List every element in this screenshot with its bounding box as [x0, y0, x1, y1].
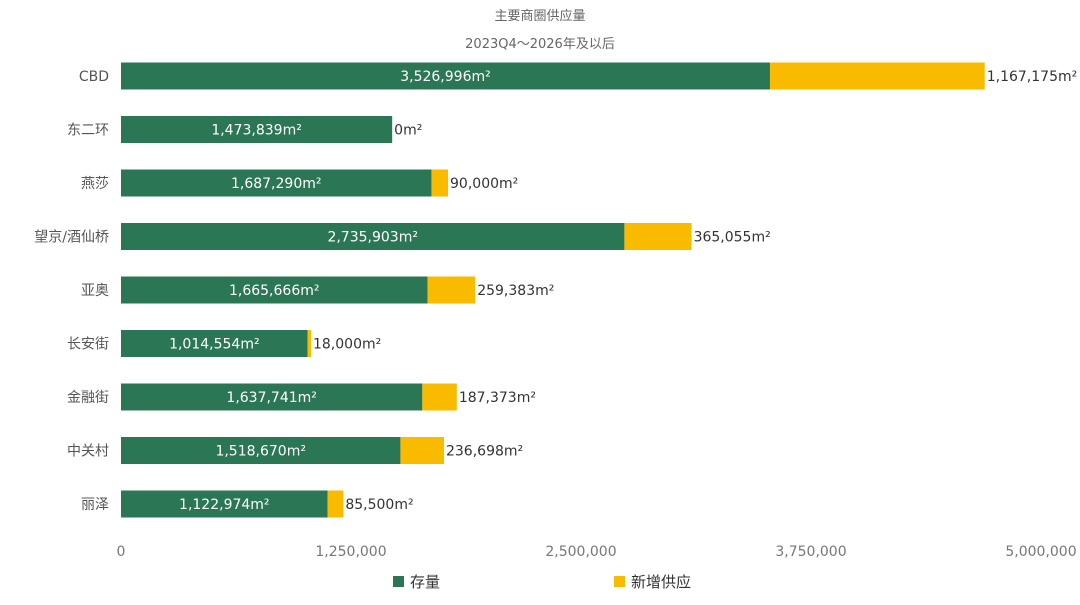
category-label: 燕莎	[81, 176, 109, 192]
legend-swatch-new-supply	[614, 576, 625, 587]
x-tick-label: 3,750,000	[775, 544, 846, 560]
bar-stock	[121, 116, 393, 143]
data-label-stock: 1,637,741m²	[226, 390, 317, 406]
data-label-stock: 1,518,670m²	[215, 444, 306, 460]
legend-swatch-stock	[393, 576, 404, 587]
bar-new-supply	[431, 169, 449, 197]
data-label-new-supply: 365,055m²	[694, 230, 771, 246]
data-label-new-supply: 187,373m²	[459, 390, 536, 406]
data-label-stock: 1,687,290m²	[231, 176, 322, 192]
category-label: 东二环	[67, 123, 109, 139]
data-label-stock: 2,735,903m²	[327, 230, 418, 246]
chart-subtitle: 2023Q4～2026年及以后	[465, 37, 615, 52]
bar-new-supply	[427, 276, 476, 304]
category-label: 金融街	[67, 390, 109, 406]
data-label-stock: 3,526,996m²	[400, 69, 491, 85]
bar-stock	[121, 169, 432, 197]
bar-new-supply	[769, 62, 985, 90]
data-label-new-supply: 85,500m²	[345, 497, 413, 513]
bar-new-supply	[422, 383, 457, 411]
category-label: 亚奥	[81, 282, 109, 299]
category-label: 望京/酒仙桥	[34, 230, 109, 246]
data-label-new-supply: 1,167,175m²	[987, 69, 1078, 85]
data-label-stock: 1,122,974m²	[179, 497, 270, 513]
bar-new-supply	[307, 330, 311, 357]
category-label: 丽泽	[81, 497, 109, 513]
bar-new-supply	[400, 437, 444, 464]
legend-label-new-supply: 新增供应	[631, 573, 691, 591]
bar-stock	[121, 490, 328, 518]
data-label-new-supply: 18,000m²	[313, 337, 381, 353]
x-tick-label: 1,250,000	[315, 544, 386, 560]
data-label-stock: 1,014,554m²	[169, 337, 260, 353]
bar-stock	[121, 330, 308, 357]
category-label: 中关村	[67, 444, 109, 460]
x-tick-label: 5,000,000	[1005, 544, 1076, 560]
data-label-new-supply: 259,383m²	[477, 283, 554, 299]
bar-stock	[121, 437, 401, 464]
category-label: 长安街	[67, 337, 109, 353]
chart-title: 主要商圈供应量	[494, 8, 585, 24]
data-label-new-supply: 0m²	[394, 123, 422, 139]
bar-stock	[121, 62, 770, 90]
data-label-new-supply: 236,698m²	[446, 444, 523, 460]
bar-new-supply	[327, 490, 344, 518]
bar-new-supply	[624, 223, 692, 250]
bar-stock	[121, 383, 423, 411]
x-tick-label: 0	[117, 544, 126, 560]
x-tick-label: 2,500,000	[545, 544, 616, 560]
data-label-new-supply: 90,000m²	[450, 176, 518, 192]
bar-stock	[121, 276, 428, 304]
data-label-stock: 1,473,839m²	[211, 123, 302, 139]
legend-label-stock: 存量	[410, 573, 440, 591]
bar-stock	[121, 223, 625, 250]
legend: 存量 新增供应	[393, 573, 691, 591]
data-label-stock: 1,665,666m²	[229, 283, 320, 299]
category-label: CBD	[79, 69, 109, 85]
